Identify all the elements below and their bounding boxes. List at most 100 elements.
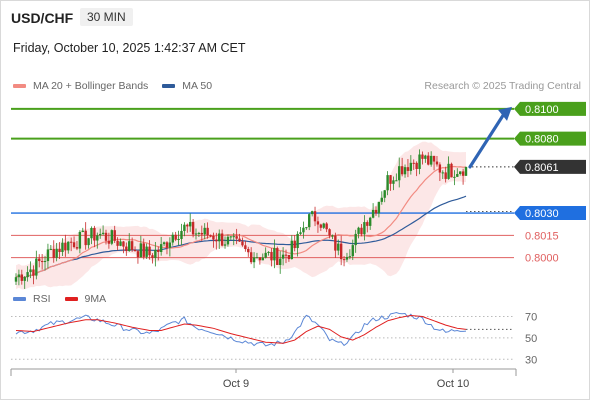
candle: [287, 254, 291, 262]
candle-body: [229, 236, 233, 238]
candle: [395, 173, 398, 182]
candle-body: [110, 230, 114, 244]
candle-body: [113, 230, 116, 241]
candle: [162, 241, 166, 247]
candle: [107, 232, 111, 249]
candle-body: [360, 227, 363, 235]
candle: [235, 228, 238, 245]
candle-body: [119, 241, 122, 246]
candle: [273, 239, 276, 269]
legend-swatch-rsi: [13, 297, 26, 301]
candle-body: [84, 230, 87, 246]
candle-body: [429, 155, 433, 165]
candle: [354, 229, 357, 253]
candle: [177, 230, 180, 246]
level-label-0.8030: 0.8030: [525, 208, 559, 220]
candle: [319, 223, 323, 231]
candle-body: [450, 163, 453, 178]
candle: [270, 248, 273, 267]
candle-body: [386, 175, 389, 191]
candle: [351, 239, 354, 261]
candle: [296, 231, 299, 257]
candle-body: [392, 180, 395, 184]
candle: [67, 241, 70, 254]
candle-body: [389, 175, 392, 184]
candle-body: [345, 256, 349, 260]
candle: [113, 225, 116, 244]
timeframe-badge[interactable]: 30 MIN: [80, 8, 133, 26]
candle: [154, 241, 157, 267]
candle: [302, 221, 305, 239]
candle: [334, 232, 337, 258]
candle-body: [432, 155, 436, 162]
candle-body: [154, 249, 157, 258]
candle-body: [52, 248, 55, 258]
candle-body: [273, 248, 276, 261]
candle: [174, 231, 177, 242]
candle-body: [374, 209, 378, 214]
candle: [409, 155, 413, 175]
candle-body: [206, 227, 209, 236]
candle: [58, 242, 61, 259]
candle-body: [116, 240, 119, 246]
candle: [26, 266, 29, 282]
candle: [133, 246, 137, 252]
candle-body: [14, 277, 18, 282]
x-tick-label-0: Oct 9: [223, 378, 249, 390]
candle-body: [180, 230, 183, 239]
candle-body: [61, 242, 64, 252]
candle-body: [435, 161, 439, 165]
candle-body: [284, 254, 288, 256]
candle: [194, 228, 198, 240]
level-tag-0.8100: [514, 101, 586, 116]
candle-body: [319, 224, 323, 228]
candle-body: [278, 258, 282, 265]
candle-body: [241, 241, 244, 246]
candle: [148, 240, 151, 260]
candle: [81, 227, 84, 233]
candle: [305, 227, 308, 230]
candle-body: [104, 232, 108, 241]
candle: [293, 235, 296, 252]
candle: [229, 235, 233, 240]
candle-body: [191, 222, 195, 235]
candle-body: [67, 241, 70, 251]
candle: [444, 166, 447, 183]
candle-body: [197, 232, 201, 234]
candle-body: [145, 246, 148, 257]
legend-label-rsi: RSI: [33, 293, 51, 305]
candle: [35, 250, 38, 280]
candle-body: [287, 255, 291, 260]
candle: [206, 222, 209, 239]
candle-body: [64, 242, 67, 251]
candle-body: [209, 235, 212, 237]
candle-body: [310, 211, 314, 215]
candle: [377, 201, 381, 218]
candle-body: [238, 238, 241, 242]
candle: [412, 159, 415, 170]
candle-body: [157, 249, 160, 252]
candle: [49, 244, 53, 251]
candle-body: [168, 242, 172, 248]
candle: [72, 236, 76, 249]
candle-body: [415, 162, 418, 169]
candle-body: [151, 255, 154, 258]
candle: [23, 276, 26, 289]
candle-body: [308, 214, 311, 228]
candle: [110, 229, 114, 246]
candle: [278, 251, 282, 274]
level-label-0.8015: 0.8015: [525, 230, 559, 242]
candle-body: [302, 227, 305, 233]
candle-body: [125, 246, 128, 251]
candle-body: [398, 166, 401, 181]
candle-body: [171, 234, 174, 243]
candle: [157, 246, 160, 261]
candle-body: [461, 171, 465, 176]
candle: [406, 159, 410, 178]
candle-body: [258, 257, 262, 261]
candle-body: [133, 249, 137, 252]
candle: [87, 237, 90, 249]
candle: [232, 233, 235, 246]
candle-body: [107, 240, 111, 244]
